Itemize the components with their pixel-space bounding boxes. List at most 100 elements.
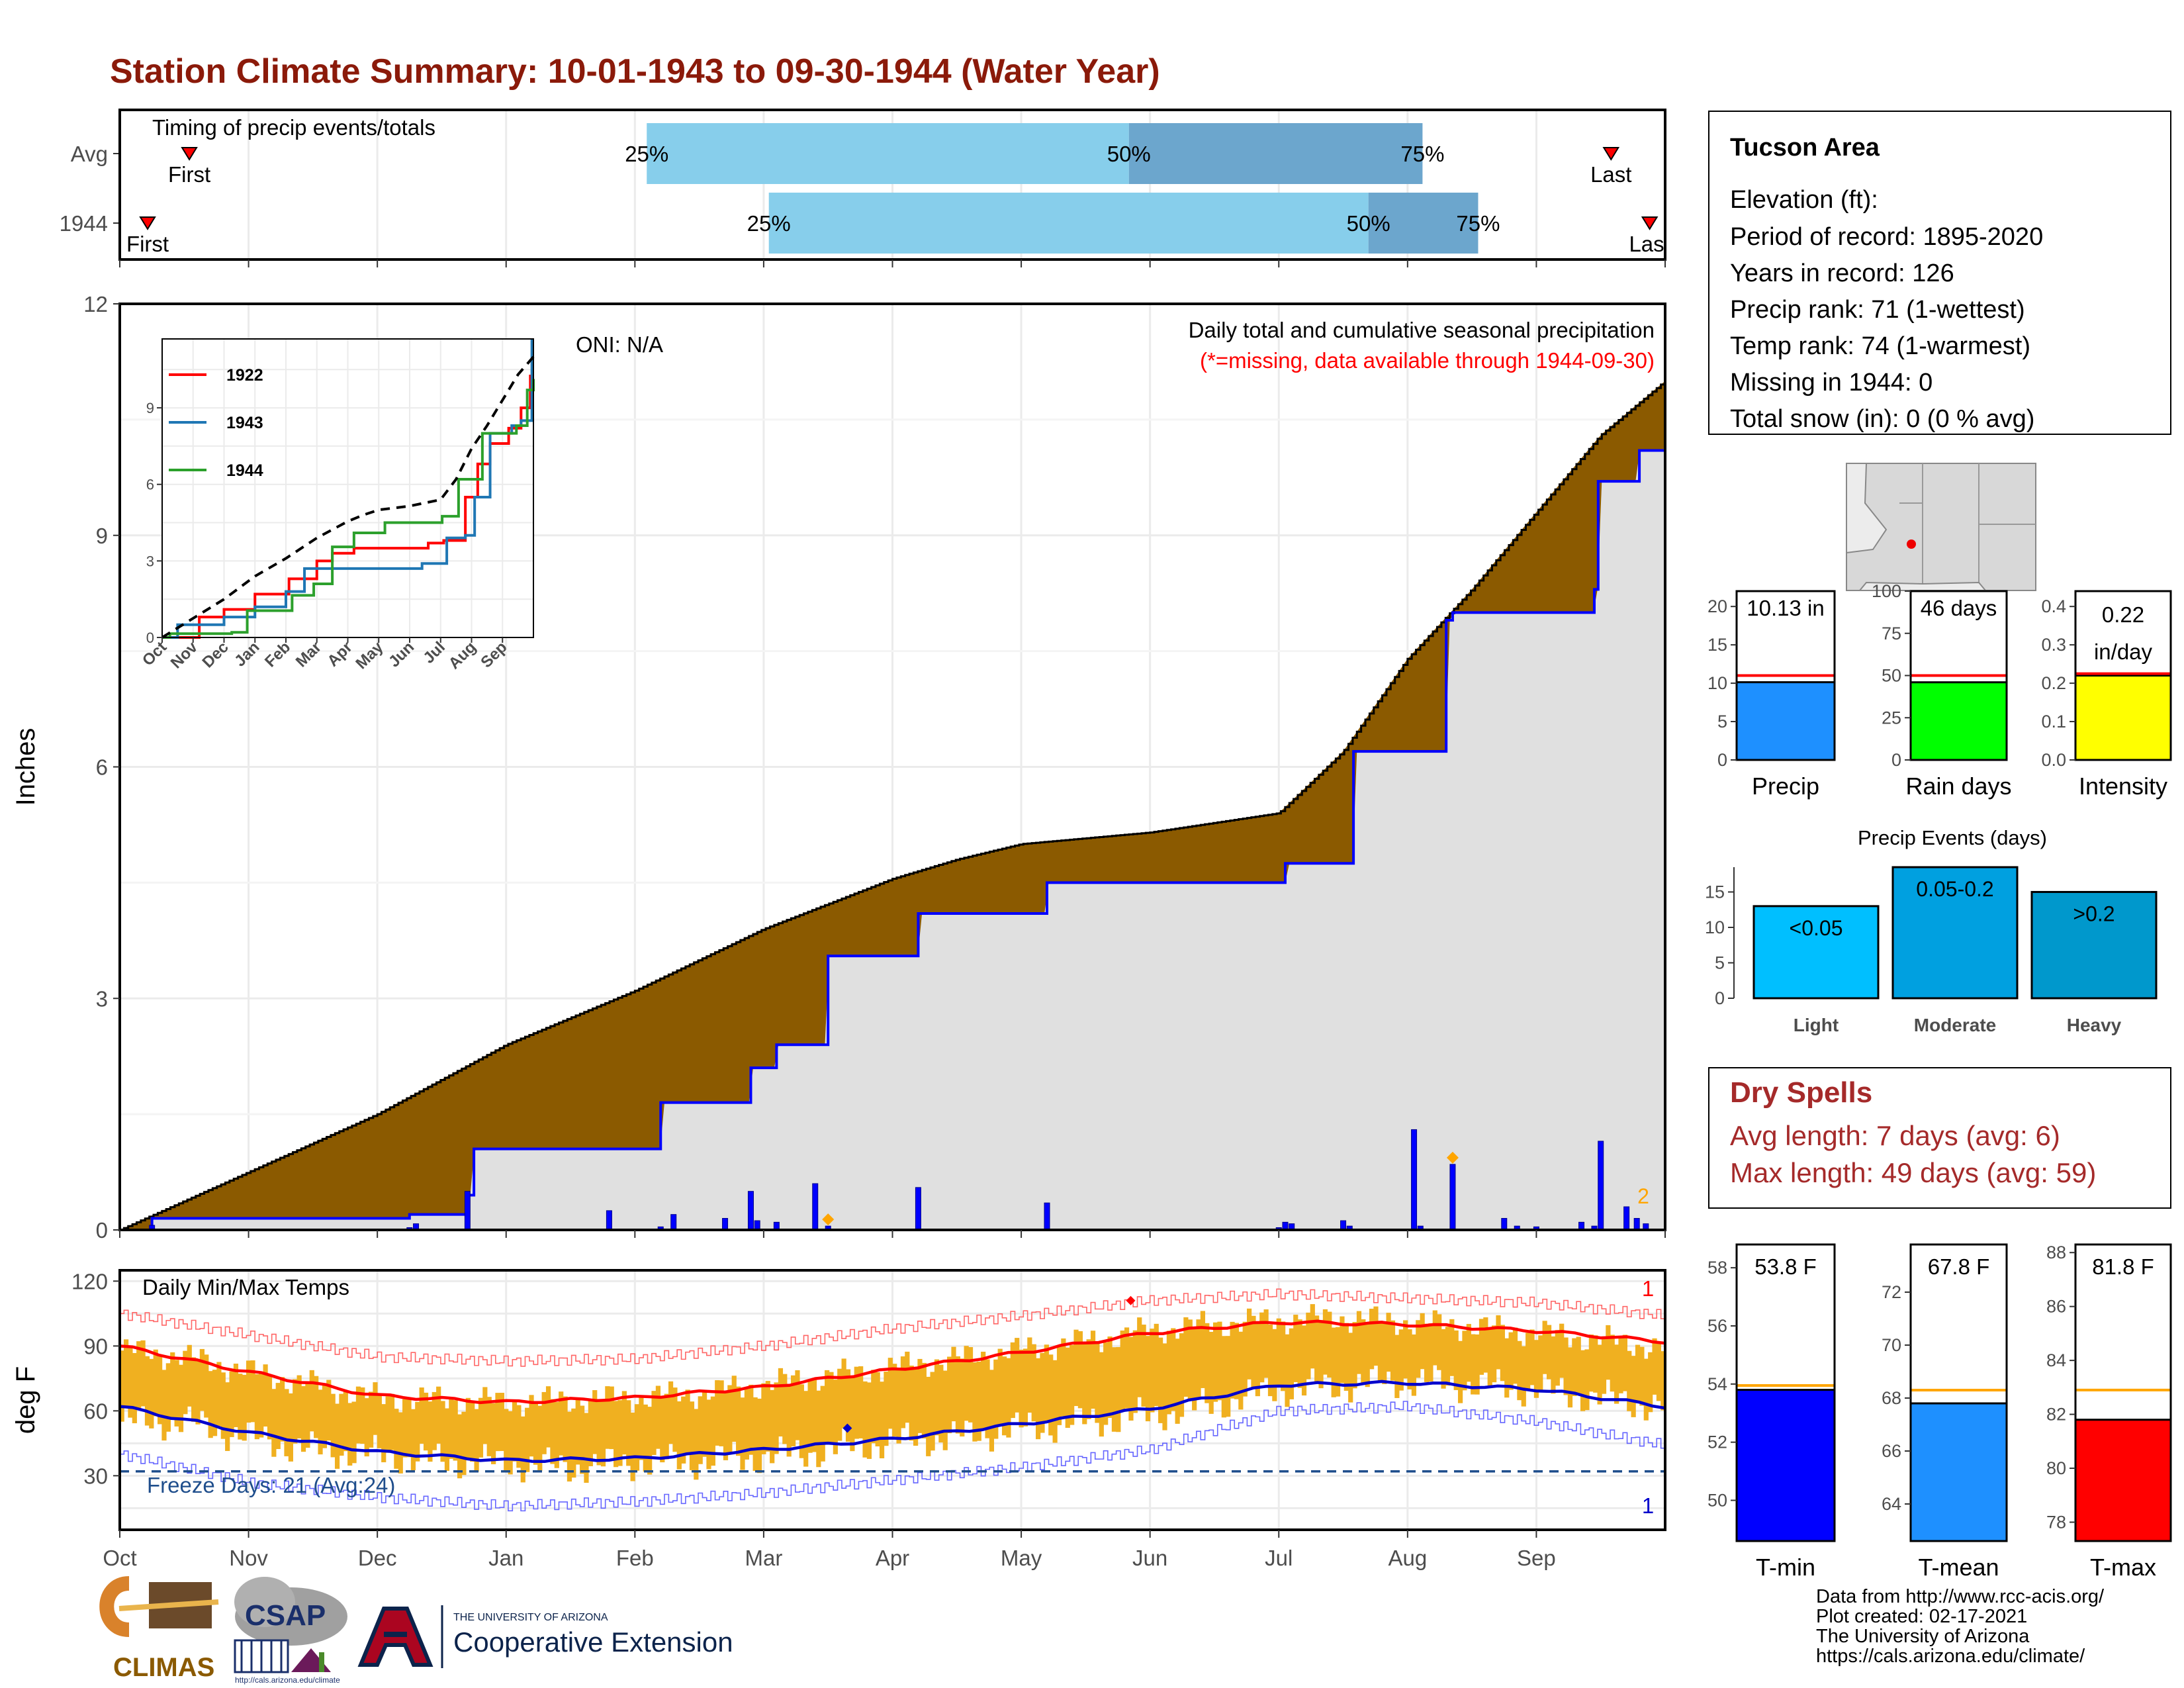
small-bar-y-tick-label: 15 (1707, 635, 1727, 655)
daily-temp-range-bar (470, 1401, 475, 1462)
last-event-label: Last (1590, 162, 1631, 187)
small-bar-y-tick-label: 82 (2046, 1405, 2066, 1425)
daily-temp-range-bar (1246, 1308, 1252, 1380)
daily-temp-range-bar (533, 1401, 539, 1465)
daily-temp-range-bar (482, 1387, 488, 1444)
daily-temp-range-bar (1428, 1323, 1433, 1382)
daily-temp-range-bar (1150, 1329, 1155, 1413)
daily-temp-range-bar (1648, 1352, 1653, 1413)
daily-temp-range-bar (621, 1391, 627, 1455)
small-bar-value-label: 53.8 F (1754, 1254, 1817, 1279)
record-low-count: 1 (1642, 1493, 1654, 1518)
daily-temp-range-bar (1340, 1316, 1345, 1383)
daily-temp-range-bar (672, 1387, 678, 1452)
daily-precip-bar (1501, 1218, 1508, 1231)
events-y-tick-label: 5 (1715, 953, 1725, 972)
record-high-marker (1126, 1295, 1136, 1305)
daily-temp-range-bar (1297, 1319, 1302, 1388)
daily-temp-range-bar (811, 1378, 817, 1452)
daily-temp-range-bar (423, 1392, 429, 1451)
daily-temp-range-bar (428, 1401, 433, 1462)
daily-temp-range-bar (1171, 1328, 1176, 1411)
daily-temp-range-bar (204, 1354, 209, 1418)
daily-temp-range-bar (199, 1348, 205, 1411)
daily-temp-range-bar (1259, 1312, 1265, 1383)
month-axis-label: Jan (488, 1546, 523, 1570)
daily-temp-range-bar (271, 1389, 277, 1457)
small-bar-y-tick-label: 70 (1882, 1335, 1901, 1355)
daily-temp-range-bar (567, 1411, 572, 1482)
daily-temp-range-bar (1411, 1334, 1417, 1396)
small-bar-y-tick-label: 0.0 (2041, 750, 2066, 770)
daily-temp-range-bar (1226, 1336, 1231, 1417)
daily-temp-range-bar (643, 1404, 648, 1472)
daily-temp-range-bar (1036, 1358, 1041, 1440)
daily-temp-range-bar (136, 1341, 142, 1408)
daily-temp-range-bar (1221, 1336, 1226, 1418)
daily-temp-range-bar (1310, 1304, 1315, 1369)
daily-temp-range-bar (1255, 1323, 1260, 1397)
daily-temp-range-bar (1394, 1335, 1400, 1398)
daily-temp-range-bar (1120, 1330, 1125, 1412)
daily-temp-range-bar (187, 1344, 192, 1407)
daily-temp-range-bar (1407, 1329, 1412, 1389)
daily-temp-range-bar (1643, 1358, 1649, 1421)
info-years: Years in record: 126 (1730, 259, 1954, 287)
daily-temp-range-bar (364, 1398, 369, 1457)
daily-temp-range-bar (892, 1364, 897, 1437)
inset-legend-label: 1922 (226, 366, 263, 385)
daily-temp-range-bar (1661, 1351, 1666, 1411)
daily-temp-range-bar (1365, 1322, 1370, 1387)
daily-temp-range-bar (512, 1400, 518, 1462)
daily-temp-range-bar (1056, 1346, 1062, 1425)
daily-temp-range-bar (440, 1401, 445, 1462)
daily-temp-range-bar (1656, 1343, 1662, 1401)
daily-temp-range-bar (402, 1399, 408, 1458)
daily-temp-range-bar (191, 1357, 197, 1422)
daily-temp-range-bar (989, 1370, 995, 1452)
daily-precip-bar (1411, 1129, 1418, 1231)
timing-q75-label: 75% (1400, 142, 1444, 166)
daily-temp-range-bar (220, 1372, 226, 1439)
small-bar-y-tick-label: 78 (2046, 1512, 2066, 1532)
event-bar-label: 0.05-0.2 (1916, 877, 1993, 901)
month-axis-label: Jun (1132, 1546, 1167, 1570)
daily-temp-range-bar (1322, 1309, 1328, 1375)
inset-y-tick-label: 9 (146, 400, 154, 416)
daily-temp-range-bar (1563, 1337, 1569, 1395)
daily-temp-range-bar (491, 1403, 496, 1464)
daily-temp-range-bar (1331, 1327, 1336, 1397)
month-axis-label: Dec (358, 1546, 397, 1570)
month-axis-label: Mar (745, 1546, 782, 1570)
daily-temp-range-bar (1001, 1356, 1007, 1436)
temp-y-tick-label: 60 (83, 1399, 108, 1423)
main-caption-missing: (*=missing, data available through 1944-… (1200, 348, 1655, 373)
station-location-dot (1907, 539, 1916, 549)
daily-temp-range-bar (571, 1408, 576, 1478)
daily-temp-range-bar (1639, 1346, 1645, 1406)
daily-temp-range-bar (1145, 1336, 1151, 1422)
daily-precip-bar (1623, 1206, 1630, 1231)
daily-precip-bar (606, 1210, 612, 1231)
daily-temp-range-bar (588, 1399, 593, 1466)
credit-url: https://cals.arizona.edu/climate/ (1816, 1646, 2085, 1667)
daily-temp-range-bar (1107, 1336, 1113, 1418)
csap-logo-text: CSAP (245, 1599, 326, 1632)
last-event-marker (1602, 147, 1620, 161)
daily-temp-range-bar (432, 1391, 437, 1450)
daily-temp-range-bar (1445, 1327, 1451, 1386)
daily-temp-range-bar (1504, 1338, 1510, 1398)
daily-temp-range-bar (444, 1408, 450, 1472)
daily-temp-range-bar (756, 1398, 762, 1474)
daily-temp-range-bar (879, 1382, 885, 1459)
daily-temp-range-bar (1272, 1329, 1277, 1401)
small-bar-value-unit: in/day (2094, 639, 2153, 664)
daily-temp-range-bar (330, 1393, 336, 1458)
daily-temp-range-bar (1187, 1319, 1193, 1399)
daily-temp-range-bar (1040, 1352, 1045, 1433)
csap-logo: CSAP http://cals.arizona.edu/climate (234, 1577, 347, 1685)
daily-temp-range-bar (770, 1389, 775, 1464)
daily-temp-range-bar (723, 1391, 729, 1460)
university-arizona-logo: THE UNIVERSITY OF ARIZONA Cooperative Ex… (357, 1605, 733, 1668)
